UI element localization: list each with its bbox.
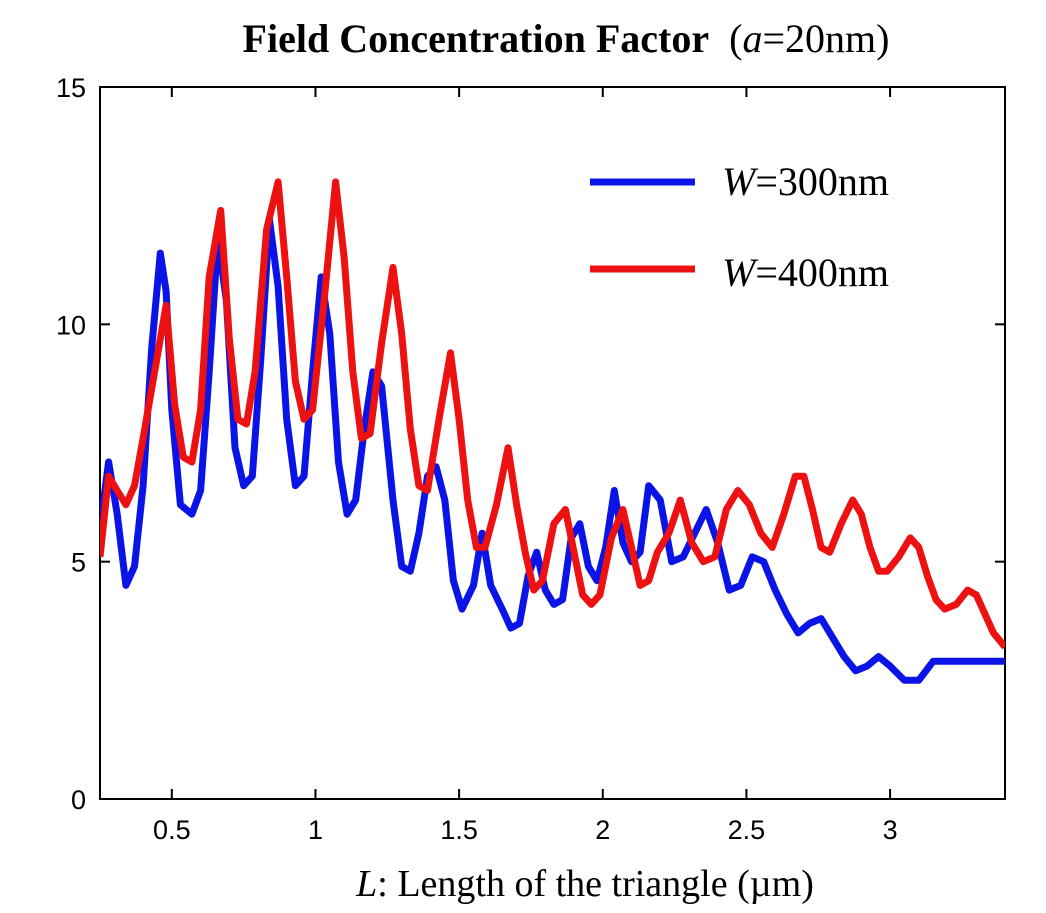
y-tick-label: 0 bbox=[71, 785, 86, 815]
x-tick-label: 1.5 bbox=[440, 815, 478, 845]
legend-label-w300-value: =300nm bbox=[755, 159, 889, 204]
x-axis-label-var: L bbox=[355, 863, 377, 905]
chart-title-param: a bbox=[742, 16, 762, 61]
x-tick-label: 1 bbox=[308, 815, 323, 845]
x-axis-label-text: : Length of the triangle (µm) bbox=[377, 863, 814, 905]
chart-title-param-value: =20nm) bbox=[762, 16, 889, 61]
chart-title-main: Field Concentration Factor bbox=[243, 16, 710, 61]
x-tick-label: 2.5 bbox=[728, 815, 766, 845]
legend: W=300nm W=400nm bbox=[590, 159, 889, 295]
series-layer bbox=[100, 178, 1005, 684]
x-axis-label: L: Length of the triangle (µm) bbox=[355, 863, 814, 905]
x-tick-label: 2 bbox=[595, 815, 610, 845]
legend-label-w300: W=300nm bbox=[722, 159, 889, 204]
legend-label-w300-var: W bbox=[722, 159, 759, 204]
legend-label-w400-value: =400nm bbox=[755, 250, 889, 295]
chart-title: Field Concentration Factor (a=20nm) bbox=[243, 16, 890, 61]
chart-title-paren: ( bbox=[729, 16, 742, 61]
x-tick-label: 3 bbox=[883, 815, 898, 845]
series-line-1 bbox=[100, 178, 1005, 650]
legend-label-w400: W=400nm bbox=[722, 250, 889, 295]
ticks-layer: 0.5 1 1.5 2 2.5 3 0 5 10 15 bbox=[56, 73, 1005, 845]
plot-frame bbox=[99, 86, 1006, 800]
legend-label-w400-var: W bbox=[722, 250, 759, 295]
y-tick-label: 15 bbox=[56, 73, 86, 103]
y-tick-label: 10 bbox=[56, 310, 86, 340]
y-tick-label: 5 bbox=[71, 548, 86, 578]
x-tick-label: 0.5 bbox=[153, 815, 191, 845]
